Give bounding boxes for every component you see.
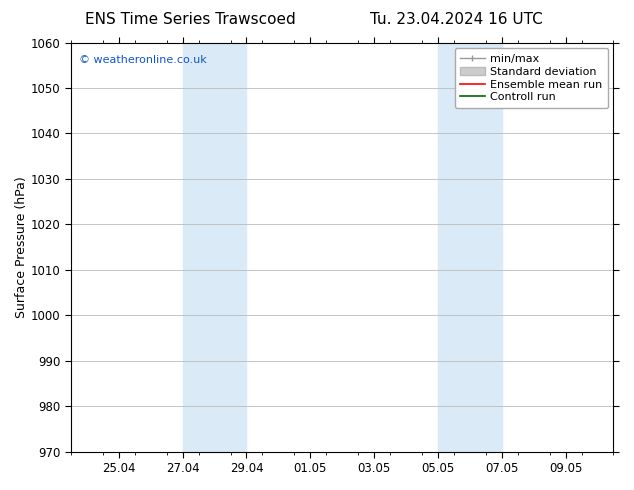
Legend: min/max, Standard deviation, Ensemble mean run, Controll run: min/max, Standard deviation, Ensemble me… (455, 48, 608, 108)
Bar (183, 43, 247, 452)
Y-axis label: Surface Pressure (hPa): Surface Pressure (hPa) (15, 176, 28, 318)
Bar (438, 43, 501, 452)
Text: © weatheronline.co.uk: © weatheronline.co.uk (79, 55, 207, 65)
Text: Tu. 23.04.2024 16 UTC: Tu. 23.04.2024 16 UTC (370, 12, 543, 27)
Text: ENS Time Series Trawscoed: ENS Time Series Trawscoed (85, 12, 295, 27)
